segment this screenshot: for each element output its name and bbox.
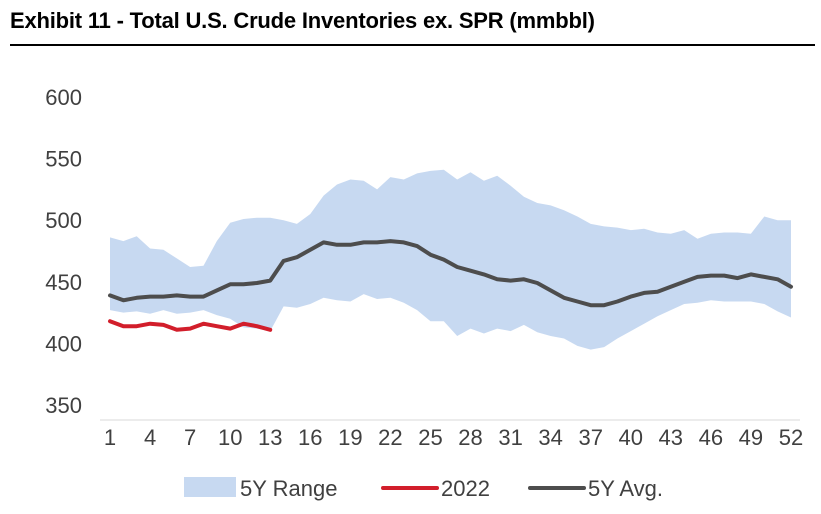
legend-label: 5Y Avg. [588, 476, 663, 501]
y-tick-label: 500 [45, 208, 82, 233]
range-band-5y [110, 169, 791, 350]
x-tick-label: 7 [184, 425, 196, 450]
x-tick-label: 34 [538, 425, 562, 450]
x-tick-label: 22 [378, 425, 402, 450]
chart-title: Exhibit 11 - Total U.S. Crude Inventorie… [10, 8, 595, 33]
x-tick-label: 31 [498, 425, 522, 450]
title-underline [10, 44, 815, 46]
legend-label: 2022 [441, 476, 490, 501]
x-tick-label: 13 [258, 425, 282, 450]
legend-item: 2022 [381, 476, 490, 501]
legend-item: 5Y Avg. [528, 476, 663, 501]
legend-swatch-band [184, 477, 236, 497]
x-tick-label: 28 [458, 425, 482, 450]
y-tick-label: 550 [45, 147, 82, 172]
y-tick-label: 350 [45, 393, 82, 418]
series-line-2022 [108, 319, 273, 332]
x-tick-label: 1 [104, 425, 116, 450]
x-tick-label: 4 [144, 425, 156, 450]
x-tick-label: 49 [739, 425, 763, 450]
x-tick-label: 19 [338, 425, 362, 450]
y-tick-label: 450 [45, 270, 82, 295]
legend-item: 5Y Range [184, 476, 337, 501]
x-tick-label: 40 [619, 425, 643, 450]
x-tick-label: 46 [699, 425, 723, 450]
x-tick-label: 52 [779, 425, 803, 450]
y-tick-label: 600 [45, 85, 82, 110]
x-tick-label: 37 [578, 425, 602, 450]
x-tick-label: 10 [218, 425, 242, 450]
x-tick-label: 43 [659, 425, 683, 450]
x-tick-label: 16 [298, 425, 322, 450]
y-tick-label: 400 [45, 331, 82, 356]
x-tick-label: 25 [418, 425, 442, 450]
legend-label: 5Y Range [240, 476, 337, 501]
series-line-5y-avg [108, 239, 793, 308]
